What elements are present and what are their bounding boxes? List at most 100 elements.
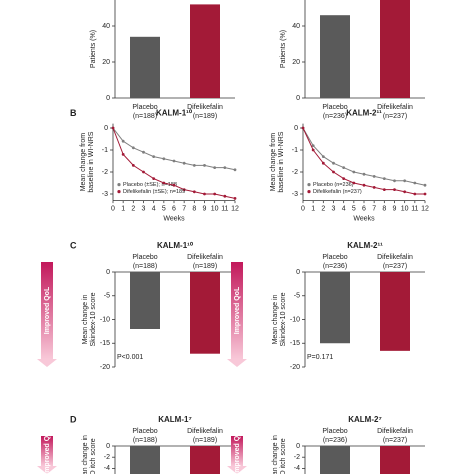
x-tick-label: Difelikefalin (187, 104, 223, 111)
y-tick-label: -10 (100, 316, 110, 323)
bar (320, 446, 350, 474)
annotation: Improved QoL (44, 427, 51, 474)
y-axis-label: Skindex-10 score (90, 292, 97, 346)
marker (311, 148, 315, 152)
legend-label: Placebo (n=236) (313, 182, 354, 188)
x-tick-label: Placebo (132, 254, 157, 261)
marker (142, 170, 145, 174)
marker (111, 126, 115, 130)
y-axis-label: baseline in WI-NRS (278, 131, 285, 192)
marker (352, 181, 356, 185)
x-tick-label: 0 (301, 205, 305, 212)
x-tick-sublabel: (n=236) (323, 263, 347, 270)
x-tick-label: 11 (221, 205, 228, 212)
marker (172, 159, 176, 163)
marker (121, 153, 125, 156)
marker (423, 183, 427, 187)
bar (380, 0, 410, 98)
bar (320, 15, 350, 99)
marker (403, 190, 407, 194)
x-axis-label: Weeks (353, 215, 375, 222)
y-tick-label: 0 (294, 125, 298, 132)
marker (382, 188, 386, 192)
x-tick-label: Difelikefalin (187, 428, 223, 435)
x-tick-label: 7 (182, 205, 186, 212)
x-tick-label: 10 (401, 205, 409, 212)
y-tick-label: -4 (294, 465, 300, 472)
x-tick-label: 11 (411, 205, 418, 212)
marker (131, 164, 135, 167)
arrow-shaft (41, 262, 53, 359)
chart-title: KALM-1¹⁰ (157, 241, 194, 250)
marker (182, 188, 186, 192)
marker (203, 192, 206, 196)
marker (233, 197, 237, 200)
y-tick-label: -3 (292, 191, 298, 198)
marker (342, 177, 346, 181)
legend-marker (307, 183, 311, 187)
x-tick-label: 5 (352, 205, 356, 212)
y-axis-label: Skindex-10 score (280, 292, 287, 346)
marker (321, 155, 325, 159)
x-tick-label: 10 (211, 205, 219, 212)
arrow-head (37, 466, 57, 474)
legend-marker (117, 183, 121, 187)
legend-label: Placebo (±SE); n=188 (123, 182, 177, 188)
x-tick-label: Placebo (322, 254, 347, 261)
chart-title: KALM-1¹⁰ (156, 109, 193, 118)
y-tick-label: -1 (292, 147, 298, 154)
marker (321, 161, 325, 165)
legend-label: Difelikefalin (n=237) (313, 189, 362, 195)
y-axis-label: Patients (%) (280, 30, 287, 68)
marker (423, 192, 427, 196)
marker (332, 161, 335, 165)
y-tick-label: 0 (106, 95, 110, 102)
marker (152, 155, 156, 159)
y-tick-label: -15 (100, 340, 110, 347)
y-tick-label: -1 (102, 147, 108, 154)
x-tick-sublabel: (n=189) (193, 113, 217, 120)
marker (393, 188, 396, 192)
y-tick-label: 0 (296, 95, 300, 102)
y-tick-label: -15 (290, 340, 300, 347)
x-tick-sublabel: (n=237) (383, 437, 407, 444)
x-tick-sublabel: (n=189) (193, 263, 217, 270)
y-tick-label: -2 (104, 454, 110, 461)
y-axis-label: baseline in WI-NRS (88, 131, 95, 192)
bar (380, 272, 410, 351)
marker (213, 166, 217, 170)
marker (332, 170, 335, 174)
panel-label: C (70, 240, 77, 250)
y-axis-label: Mean change in (272, 435, 279, 474)
bar (190, 446, 220, 474)
x-tick-label: 3 (332, 205, 336, 212)
y-axis-label: Mean change from (80, 133, 87, 192)
marker (182, 161, 186, 165)
x-tick-sublabel: (n=236) (323, 437, 347, 444)
y-tick-label: -20 (290, 364, 300, 371)
marker (172, 183, 176, 187)
marker (311, 144, 315, 148)
y-axis-label: Mean change from (270, 133, 277, 192)
y-tick-label: 20 (292, 59, 300, 66)
annotation: Improved QoL (234, 286, 241, 334)
panel-label: B (70, 108, 77, 118)
marker (413, 192, 417, 196)
marker (192, 190, 196, 194)
y-tick-label: 0 (296, 269, 300, 276)
x-tick-label: Placebo (322, 428, 347, 435)
y-tick-label: -2 (102, 169, 108, 176)
chart-title: KALM-1⁷ (158, 415, 192, 424)
chart-title: KALM-2¹¹ (346, 109, 382, 118)
x-tick-sublabel: (n=237) (383, 263, 407, 270)
y-tick-label: 0 (106, 269, 110, 276)
y-axis-label: Mean change in (82, 435, 89, 474)
marker (233, 168, 237, 172)
arrow-shaft (231, 262, 243, 359)
x-tick-sublabel: (n=188) (133, 113, 157, 120)
y-tick-label: -5 (294, 293, 300, 300)
y-tick-label: 40 (102, 23, 110, 30)
legend-marker (117, 190, 121, 194)
y-tick-label: 20 (102, 59, 110, 66)
